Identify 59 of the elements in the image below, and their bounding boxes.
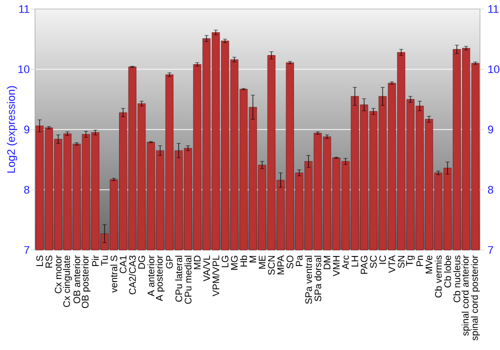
x-tick-label: VMH: [333, 256, 340, 276]
x-tick-label: LH: [352, 256, 358, 267]
x-tick-label: DG: [138, 256, 145, 269]
y2-tick-label: 10: [488, 65, 500, 74]
x-tick-label: CA2/CA3: [128, 256, 136, 294]
x-tick-label: Arc: [342, 255, 349, 270]
x-tick-label: OB posterior: [82, 255, 90, 308]
y2-tick-label: 7: [488, 246, 494, 254]
x-tick-label: LS: [36, 256, 44, 266]
x-tick-label: MVe: [426, 256, 432, 274]
x-tick-label: Pir: [92, 255, 99, 266]
y2-tick-label: 8: [488, 186, 494, 194]
x-tick-label: A posterior: [156, 255, 165, 302]
x-tick-label: SN: [398, 256, 405, 268]
x-tick-label: SPa ventral: [305, 256, 312, 304]
x-tick-label: CPu lateral: [175, 256, 182, 302]
x-tick-label: Cx motor: [54, 255, 62, 294]
x-tick-label: MG: [230, 256, 238, 270]
x-tick-label: VTA: [388, 255, 396, 273]
x-tick-label: spinal cord posterior: [470, 255, 480, 340]
x-tick-label: Pa: [296, 255, 303, 266]
y-tick-label: 10: [18, 65, 30, 74]
x-tick-label: GP: [166, 256, 173, 268]
x-tick-label: Cb lobe: [444, 256, 452, 288]
y-axis-title: Log2 (expression): [6, 86, 18, 173]
x-tick-label: OB anterior: [73, 255, 80, 304]
x-tick-label: Tu: [101, 256, 108, 266]
x-tick-label: MPA: [277, 255, 284, 274]
y-tick-label: 8: [24, 186, 30, 194]
x-tick-label: SC: [370, 256, 377, 268]
x-tick-label: SCN: [268, 256, 275, 275]
x-tick-label: PAG: [360, 256, 368, 274]
x-tick-label: ventral S: [110, 256, 118, 293]
y-tick-label: 11: [19, 5, 30, 13]
x-tick-label: Cx cingulate: [63, 256, 72, 307]
x-tick-label: IC: [379, 256, 386, 264]
x-tick-label: CA1: [120, 256, 126, 274]
x-tick-label: CPu medial: [184, 256, 192, 304]
x-tick-label: Cb vermis: [434, 256, 442, 298]
x-tick-label: Tg: [406, 256, 415, 266]
x-tick-label: Cb nucleus: [453, 256, 460, 302]
x-tick-label: RS: [46, 256, 52, 268]
x-tick-label: SO: [286, 256, 294, 268]
x-tick-label: LG: [222, 256, 228, 268]
x-tick-label: spinal cord anterior: [462, 255, 471, 336]
x-tick-label: DM: [324, 256, 330, 270]
x-tick-label: A anterior: [147, 255, 154, 296]
y2-tick-label: 11: [488, 5, 498, 13]
x-tick-label: VPM/VPL: [212, 256, 220, 296]
y-tick-label: 9: [24, 126, 30, 134]
x-tick-label: MD: [194, 256, 201, 270]
x-tick-label: Pn: [416, 256, 424, 266]
y-tick-label: 7: [24, 246, 30, 254]
x-tick-label: VA/VL: [203, 255, 210, 282]
x-tick-label: ME: [258, 256, 266, 269]
y2-tick-label: 9: [488, 126, 494, 134]
x-tick-label: SPa dorsal: [314, 256, 322, 302]
x-tick-label: M: [250, 256, 256, 262]
x-tick-label: Hb: [240, 256, 248, 267]
